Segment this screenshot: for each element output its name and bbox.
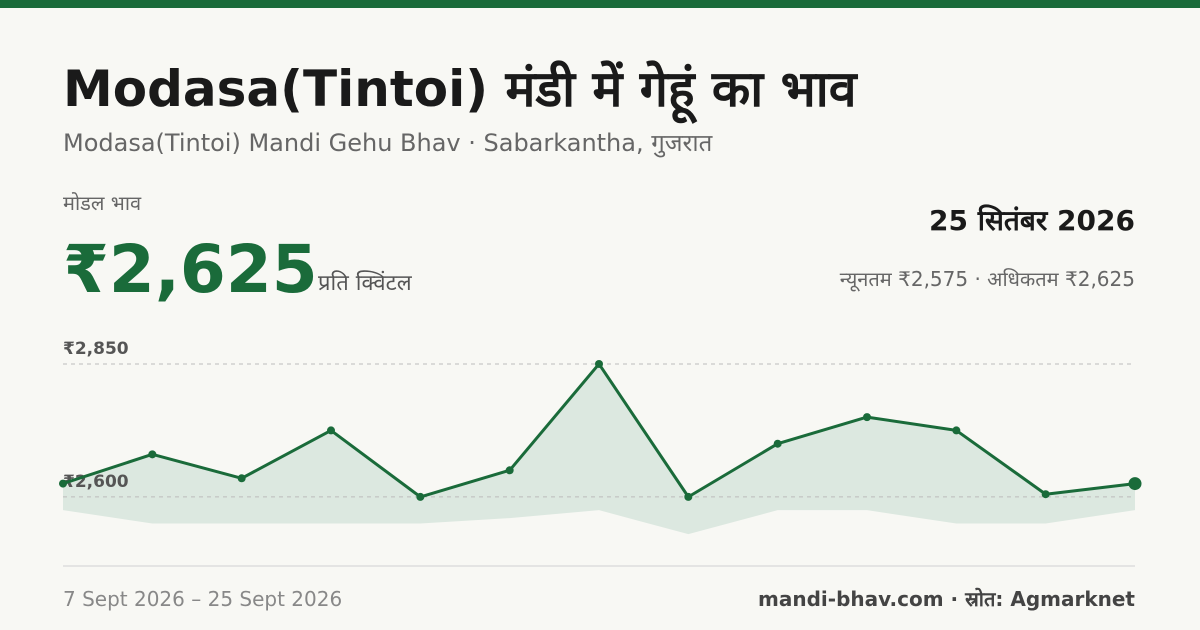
title: Modasa(Tintoi) मंडी में गेहूं का भाव: [63, 60, 859, 124]
data-point: [59, 479, 67, 488]
data-point: [1128, 477, 1142, 491]
source: mandi-bhav.com · स्रोत: Agmarknet: [758, 587, 1135, 611]
subtitle: Modasa(Tintoi) Mandi Gehu Bhav · Sabarka…: [63, 129, 714, 158]
period: 7 Sept 2026 – 25 Sept 2026: [63, 587, 342, 611]
data-point: [237, 474, 246, 483]
data-point: [505, 466, 514, 475]
data-point: [327, 426, 335, 435]
price-range: न्यूनतम ₹2,575 · अधिकतम ₹2,625: [840, 267, 1135, 292]
modal-label: मोडल भाव: [63, 191, 142, 215]
unit: प्रति क्विंटल: [318, 270, 413, 296]
data-point: [952, 426, 961, 435]
data-point: [863, 413, 871, 422]
data-point: [684, 492, 693, 501]
date: 25 सितंबर 2026: [929, 204, 1135, 237]
data-point: [148, 450, 157, 459]
data-point: [416, 492, 425, 501]
y-tick-label: ₹2,850: [63, 339, 129, 359]
data-point: [773, 439, 782, 448]
top-bar: [0, 0, 1200, 8]
data-point: [1041, 490, 1050, 499]
modal-price: ₹2,625: [63, 231, 318, 308]
data-point: [595, 359, 603, 368]
price-band: [63, 363, 1135, 535]
